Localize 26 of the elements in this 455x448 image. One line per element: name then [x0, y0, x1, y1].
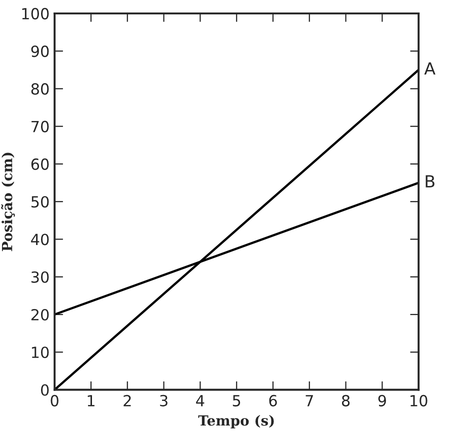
x-tick-label: 10: [410, 394, 428, 406]
y-tick-label: 70: [32, 120, 49, 132]
series-label: A: [424, 62, 436, 74]
y-tick-label: 90: [31, 46, 49, 58]
x-tick-label: 1: [88, 395, 94, 406]
y-tick-label: 30: [31, 271, 49, 283]
y-tick-label: 80: [31, 83, 49, 95]
x-tick-label: 9: [378, 394, 386, 406]
y-tick-label: 40: [31, 234, 49, 246]
x-tick-label: 7: [306, 395, 313, 406]
y-tick-label: 50: [31, 196, 49, 208]
x-axis-title: Tempo (s): [198, 414, 274, 428]
x-tick-label: 4: [196, 395, 204, 406]
x-tick-label: 5: [232, 395, 240, 406]
series-label: B: [426, 175, 434, 188]
y-tick-label: 10: [32, 346, 49, 358]
y-tick-label: 20: [31, 308, 49, 321]
x-tick-label: 8: [342, 394, 350, 406]
x-tick-label: 2: [124, 394, 131, 406]
y-tick-label: 60: [31, 158, 49, 170]
x-tick-label: 0: [50, 394, 58, 406]
y-tick-label: 100: [22, 8, 49, 20]
y-axis-title: Posição (cm): [1, 152, 15, 252]
y-tick-label: 0: [41, 384, 49, 396]
x-tick-label: 6: [269, 394, 277, 406]
x-tick-label: 3: [160, 394, 168, 406]
